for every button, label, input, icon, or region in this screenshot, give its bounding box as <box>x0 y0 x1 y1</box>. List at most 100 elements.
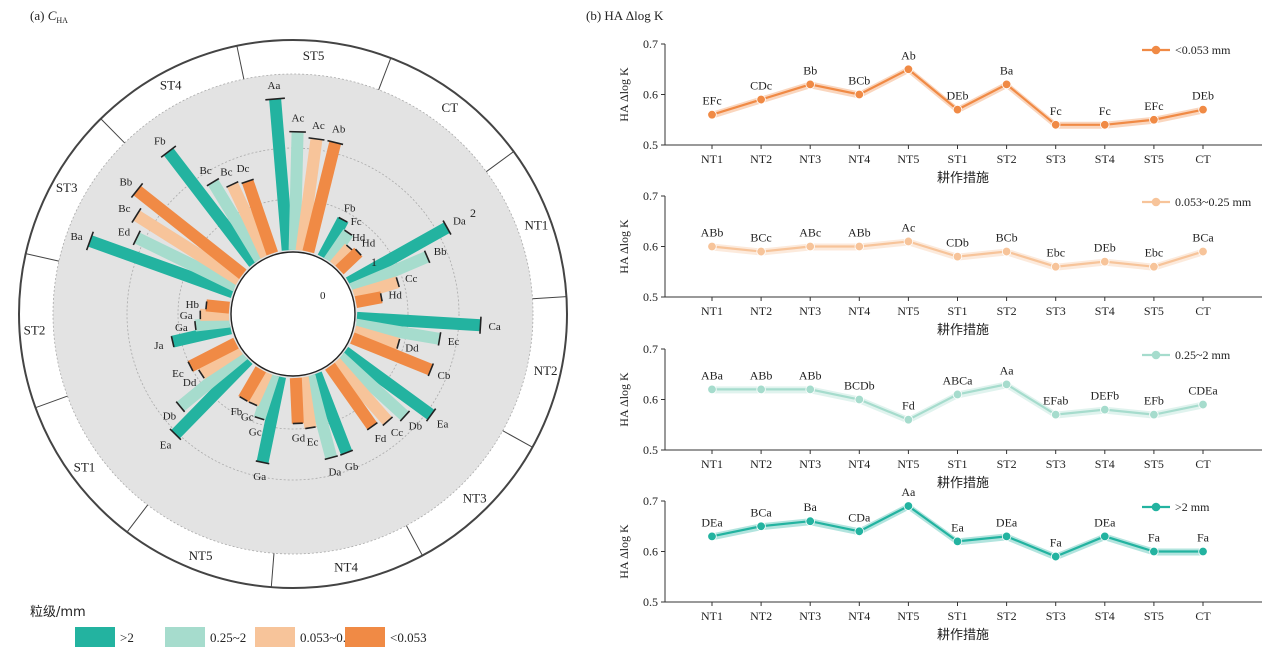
radial-bar-nt3-2 <box>330 358 393 426</box>
data-point-ct <box>1198 399 1208 410</box>
radial-bar-label: Ga <box>253 471 266 483</box>
radial-bar-label: Da <box>328 466 341 478</box>
radial-bar-label: Hd <box>388 290 402 302</box>
legend-swatch-1 <box>165 627 205 647</box>
data-label: ABb <box>848 226 871 240</box>
category-label-st3: ST3 <box>56 180 78 195</box>
radial-bar-ct-0 <box>317 216 349 261</box>
sector-divider <box>100 118 126 144</box>
radial-bar-st1-2 <box>198 344 243 380</box>
category-label-ct: CT <box>442 100 459 115</box>
radial-errorbar-nt2-2 <box>396 338 401 349</box>
radial-errorbar-st4-1 <box>206 177 220 187</box>
data-point-st1 <box>952 104 963 115</box>
data-label: DEa <box>701 515 723 529</box>
data-label: CDc <box>750 79 772 93</box>
radial-bar-st3-3 <box>133 185 247 279</box>
radial-tick-2: 2 <box>470 206 476 220</box>
radial-errorbar-st5-0 <box>265 97 285 101</box>
radial-bar-nt5-0 <box>256 375 286 464</box>
radial-bar-st5-3 <box>302 140 342 254</box>
radial-bar-label: Dd <box>183 377 197 389</box>
radial-bar-label: Gc <box>249 427 262 439</box>
legend-label: 0.25~2 mm <box>1175 348 1231 362</box>
radial-bar-label: Hd <box>352 232 366 244</box>
x-tick-label-nt1: NT1 <box>701 609 723 623</box>
radial-bar-st2-3 <box>205 299 230 314</box>
radial-bar-label: Ea <box>437 418 449 430</box>
radial-errorbar-ct-2 <box>345 244 353 251</box>
data-point-nt5 <box>903 415 914 425</box>
x-tick-label-st1: ST1 <box>947 457 967 471</box>
x-tick-label-st3: ST3 <box>1046 457 1066 471</box>
legend-swatch-2 <box>255 627 295 647</box>
radial-bar-st1-0 <box>171 355 253 439</box>
y-tick-label: 0.7 <box>643 494 658 508</box>
data-label: BCb <box>996 231 1018 245</box>
data-label: BCDb <box>844 379 875 393</box>
radial-bar-label: Aa <box>268 80 281 92</box>
data-point-nt2 <box>756 246 766 257</box>
x-tick-label-st2: ST2 <box>997 152 1017 166</box>
radial-bar-label: Hd <box>362 238 376 250</box>
radial-bar-label: Gb <box>345 461 359 473</box>
legend-marker <box>1151 45 1161 55</box>
data-point-nt2 <box>756 521 766 531</box>
radial-bar-st1-1 <box>176 350 248 412</box>
data-label: Fc <box>1099 104 1111 118</box>
radial-bar-label: Ca <box>489 321 501 333</box>
data-point-st2 <box>1001 79 1012 90</box>
radial-errorbar-nt1-2 <box>395 277 400 288</box>
data-point-st1 <box>952 536 963 547</box>
radial-errorbar-ct-3 <box>354 248 362 256</box>
x-tick-label-st5: ST5 <box>1144 152 1164 166</box>
data-label: EFc <box>1144 99 1163 113</box>
data-point-ct <box>1198 104 1208 115</box>
radial-bar-st4-0 <box>163 147 259 267</box>
radial-bar-label: Db <box>163 411 177 423</box>
data-label: ABc <box>799 226 821 240</box>
data-point-nt1 <box>707 531 717 542</box>
radial-bar-label: Cc <box>391 427 403 439</box>
radial-bar-nt3-3 <box>325 362 378 430</box>
data-point-nt4 <box>854 241 865 252</box>
radial-errorbar-nt3-1 <box>399 410 411 422</box>
x-tick-label-st1: ST1 <box>947 609 967 623</box>
legend-marker <box>1151 197 1161 207</box>
x-tick-label-nt1: NT1 <box>701 457 723 471</box>
x-tick-label-nt5: NT5 <box>897 152 919 166</box>
x-tick-label-ct: CT <box>1195 609 1211 623</box>
inner-circle <box>230 251 356 377</box>
radial-errorbar-st2-1 <box>194 321 197 331</box>
x-tick-label-st5: ST5 <box>1144 457 1164 471</box>
radial-bar-label: Ec <box>307 437 319 449</box>
radial-bar-nt3-1 <box>336 352 410 421</box>
radial-bar-st4-2 <box>226 181 272 259</box>
x-tick-label-ct: CT <box>1195 152 1211 166</box>
y-tick-label: 0.7 <box>643 189 658 203</box>
radial-bar-nt3-0 <box>341 346 435 420</box>
radial-bar-nt4-0 <box>310 371 353 455</box>
legend-label: >2 mm <box>1175 500 1210 514</box>
radial-bar-nt1-1 <box>349 251 430 295</box>
data-point-ct <box>1198 246 1208 257</box>
legend-label-3: <0.053 <box>390 630 427 645</box>
data-point-st5 <box>1149 262 1159 272</box>
data-point-st3 <box>1050 262 1061 272</box>
radial-bar-label: Ea <box>160 439 172 451</box>
data-label: EFb <box>1144 394 1164 408</box>
radial-errorbar-nt3-0 <box>425 408 437 422</box>
sector-divider <box>378 57 392 90</box>
data-label: DEb <box>1192 89 1214 103</box>
radial-bar-label: Bc <box>199 165 211 177</box>
data-label: CDEa <box>1188 384 1218 398</box>
x-tick-label-nt4: NT4 <box>848 457 870 471</box>
sector-divider <box>485 151 514 173</box>
radial-bar-label: Cb <box>437 370 450 382</box>
radial-errorbar-nt3-2 <box>382 416 394 427</box>
data-point-nt5 <box>903 64 914 74</box>
sector-divider <box>405 525 423 556</box>
data-label: DEa <box>1094 515 1116 529</box>
legend-marker <box>1151 502 1161 512</box>
radial-bar-label: Fb <box>154 135 166 147</box>
